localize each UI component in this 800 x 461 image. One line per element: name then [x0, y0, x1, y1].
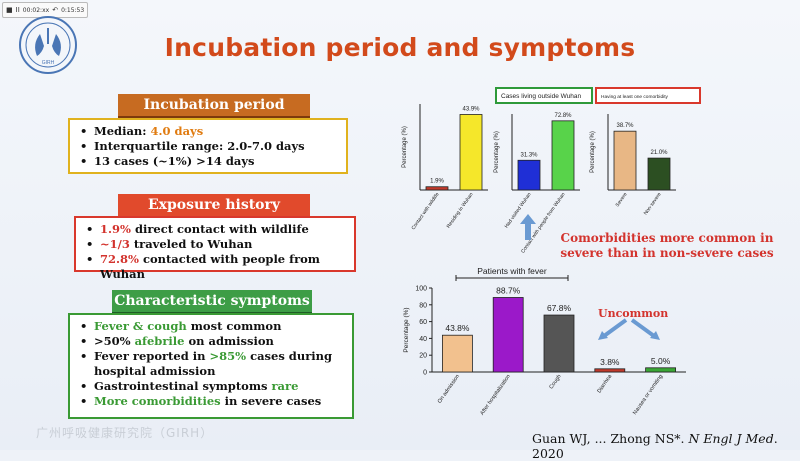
- bar: [613, 130, 637, 191]
- bar: [551, 120, 575, 191]
- bar: [517, 159, 541, 191]
- symptom-comorbidities: • More comorbidities in severe cases: [80, 394, 322, 408]
- incubation-median: • Median: 4.0 days: [80, 124, 204, 138]
- x-tick-label: On admission: [437, 374, 461, 405]
- exposure-wildlife: • 1.9% direct contact with wildlife: [86, 222, 309, 236]
- data-label: 88.7%: [496, 285, 521, 295]
- x-tick-label: Contact with wildlife: [411, 192, 441, 232]
- player-duration: 0:15:53: [61, 6, 85, 14]
- y-axis-label: Percentage (%): [402, 126, 408, 168]
- uncommon-arrows-icon: [596, 318, 662, 346]
- x-tick-label: After hospitalization: [479, 374, 511, 417]
- data-label: 43.8%: [445, 323, 470, 333]
- chart-title: Cases living outside Wuhan: [501, 93, 581, 100]
- y-tick-label: 0: [423, 370, 427, 377]
- bar: [425, 186, 449, 191]
- replay-icon[interactable]: ↶: [52, 6, 59, 14]
- data-label: 5.0%: [651, 356, 671, 366]
- symptom-afebrile: • >50% afebrile on admission: [80, 334, 274, 348]
- y-axis-label: Percentage (%): [590, 131, 596, 173]
- symptom-fever-reported: • Fever reported in >85% cases during hos…: [80, 349, 333, 378]
- y-tick-label: 80: [419, 302, 427, 309]
- exposure-header: Exposure history: [118, 194, 310, 218]
- comorbidities-note: Comorbidities more common in severe than…: [560, 231, 774, 260]
- incubation-header: Incubation period: [118, 94, 310, 118]
- data-label: 31.3%: [520, 152, 538, 158]
- data-label: 72.8%: [554, 113, 572, 119]
- citation: Guan WJ, ... Zhong NS*. N Engl J Med. 20…: [532, 431, 778, 461]
- y-tick-label: 100: [415, 286, 427, 293]
- x-tick-label: Residing in Wuhan: [446, 192, 475, 230]
- institute-watermark: 广州呼吸健康研究院（GIRH）: [36, 426, 214, 440]
- exposure-wuhan: • ~1/3 traveled to Wuhan: [86, 237, 253, 251]
- bar: [543, 314, 575, 373]
- incubation-cases: • 13 cases (~1%) >14 days: [80, 154, 255, 168]
- logo-label: GIRH: [42, 60, 55, 66]
- y-tick-label: 40: [419, 336, 427, 343]
- symptom-fever-cough: • Fever & cough most common: [80, 319, 282, 333]
- data-label: 43.9%: [462, 106, 480, 112]
- x-tick-label: Diarrhea: [596, 373, 614, 394]
- bar: [645, 367, 677, 373]
- bar: [647, 157, 671, 191]
- exposure-box: • 1.9% direct contact with wildlife • ~1/3…: [74, 216, 356, 281]
- data-label: 1.9%: [430, 179, 444, 185]
- data-label: 21.0%: [650, 150, 668, 156]
- bar: [594, 368, 626, 373]
- symptom-gi: • Gastrointestinal symptoms rare: [80, 379, 299, 393]
- player-time: 00:02:xx: [22, 6, 50, 14]
- data-label: 38.7%: [616, 123, 634, 129]
- incubation-box: • Median: 4.0 days • Interquartile range: …: [68, 118, 348, 174]
- chart-title: Patients with fever: [477, 266, 547, 276]
- page-title: Incubation period and symptoms: [164, 33, 636, 62]
- y-axis-label: Percentage (%): [494, 131, 500, 173]
- symptoms-header: Characteristic symptoms: [112, 290, 312, 314]
- x-tick-label: Cough: [548, 374, 562, 391]
- charts-area: Percentage (%) 1.9% Contact with wildlife 4…: [402, 87, 701, 417]
- stop-icon[interactable]: ■: [6, 6, 13, 14]
- girh-logo: GIRH: [19, 16, 77, 74]
- exposure-contact: • 72.8% contacted with people from Wuhan: [86, 252, 320, 281]
- y-axis-label: Percentage (%): [403, 307, 410, 352]
- data-label: 3.8%: [600, 357, 620, 367]
- arrow-up-icon: [520, 214, 536, 244]
- y-tick-label: 60: [419, 319, 427, 326]
- y-tick-label: 20: [419, 353, 427, 360]
- pause-icon[interactable]: II: [15, 6, 20, 14]
- data-label: 67.8%: [547, 303, 572, 313]
- incubation-iqr: • Interquartile range: 2.0-7.0 days: [80, 139, 305, 153]
- bar: [492, 297, 524, 373]
- symptoms-box: • Fever & cough most common • >50% afebril…: [68, 313, 354, 419]
- x-tick-label: Non-severe: [643, 192, 663, 217]
- bar: [442, 334, 473, 373]
- uncommon-label: Uncommon: [598, 307, 669, 320]
- bar: [459, 114, 483, 191]
- x-tick-label: Nausea or vomiting: [632, 374, 664, 416]
- chart-title: Having at least one comorbidity: [601, 94, 669, 100]
- chart-title-box: [495, 87, 593, 104]
- chart-title-box: [595, 87, 701, 104]
- x-tick-label: Severe: [615, 192, 629, 209]
